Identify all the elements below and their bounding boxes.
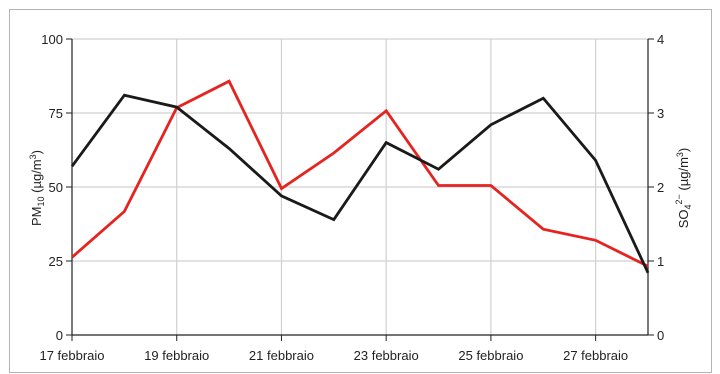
x-tick-label: 25 febbraio (458, 348, 523, 363)
y-right-tick-label: 1 (657, 254, 664, 269)
x-tick-label: 21 febbraio (249, 348, 314, 363)
y-right-tick-label: 4 (657, 32, 664, 47)
x-tick-label: 19 febbraio (144, 348, 209, 363)
y-left-tick-label: 75 (49, 106, 63, 121)
y-right-tick-label: 3 (657, 106, 664, 121)
y-axis-right-label: SO42− (µg/m3) (674, 148, 693, 229)
y-axis-left-label: PM10 (µg/m3) (28, 150, 46, 226)
x-tick-label: 23 febbraio (354, 348, 419, 363)
chart-frame (9, 9, 712, 373)
series-line-pm10 (70, 93, 650, 274)
gridlines (72, 38, 648, 335)
series-lines (70, 79, 650, 274)
tick-labels: 0 0 25 1 50 2 75 3 100 4 17 febbraio 19 febbraio 21 … (39, 32, 664, 363)
y-left-tick-label: 100 (41, 32, 63, 47)
series-line-so4 (71, 79, 649, 268)
axes (66, 38, 654, 341)
x-tick-label: 27 febbraio (563, 348, 628, 363)
y-right-tick-label: 0 (657, 328, 664, 343)
y-right-tick-label: 2 (657, 180, 664, 195)
y-left-tick-label: 0 (56, 328, 63, 343)
x-tick-label: 17 febbraio (39, 348, 104, 363)
y-left-tick-label: 25 (49, 254, 63, 269)
y-left-tick-label: 50 (49, 180, 63, 195)
